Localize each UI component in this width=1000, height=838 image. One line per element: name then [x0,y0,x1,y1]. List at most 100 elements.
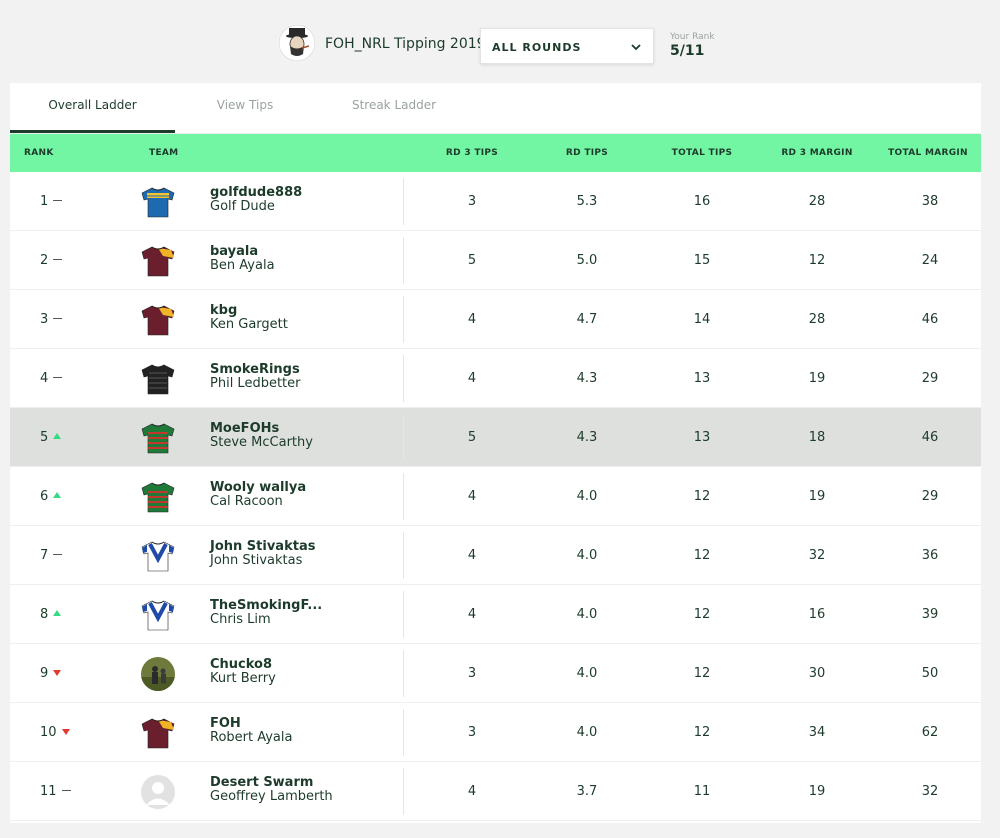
tipster-username[interactable]: SmokeRings [210,362,300,377]
tipster-name-block: MoeFOHs Steve McCarthy [210,422,313,450]
total-tips-cell: 12 [693,666,711,681]
tipster-username[interactable]: Wooly wallya [210,480,307,495]
rd3-margin-cell: 32 [808,548,826,563]
ladder-row[interactable]: 10 FOH Robert Ayala 3 4.0 12 34 62 [10,703,981,762]
tipster-name-block: Desert Swarm Geoffrey Lamberth [210,776,333,804]
your-rank-value: 5/11 [670,43,705,59]
tab-view-tips[interactable]: View Tips [216,98,274,112]
column-divider [403,473,404,520]
column-total-tips[interactable]: TOTAL TIPS [671,148,733,158]
team-jersey-icon [141,244,175,278]
rd-tips-cell: 3.7 [576,784,598,799]
ladder-row[interactable]: 6 Wooly wallya Cal Racoon 4 4.0 12 19 29 [10,467,981,526]
rank-number: 9 [40,666,49,681]
total-margin-cell: 24 [921,253,939,268]
total-tips-cell: 12 [693,489,711,504]
rank-cell: 11 [40,762,80,821]
rank-cell: 3 [40,290,80,349]
column-divider [403,591,404,638]
rank-unchanged-icon [53,377,63,378]
total-tips-cell: 14 [693,312,711,327]
top-header: FOH_NRL Tipping 2019 ALL ROUNDS Your Ran… [0,0,1000,80]
tipster-username[interactable]: FOH [210,716,241,731]
tipster-name-block: golfdude888 Golf Dude [210,186,302,214]
tipster-real-name: Ken Gargett [210,317,288,332]
rank-unchanged-icon [53,259,63,260]
total-margin-cell: 46 [921,430,939,445]
tipster-real-name: John Stivaktas [210,553,303,568]
rd-tips-cell: 4.0 [576,607,598,622]
total-margin-cell: 32 [921,784,939,799]
total-margin-cell: 36 [921,548,939,563]
rank-number: 5 [40,430,49,445]
rank-cell: 5 [40,408,80,467]
tipster-username[interactable]: MoeFOHs [210,421,280,436]
column-rd-tips[interactable]: RD TIPS [565,148,609,158]
competition-logo-icon [278,24,316,62]
column-divider [403,355,404,402]
column-rd3-margin[interactable]: RD 3 MARGIN [781,148,853,158]
competition-title: FOH_NRL Tipping 2019 [325,36,486,52]
column-total-margin[interactable]: TOTAL MARGIN [888,148,968,158]
round-select-dropdown[interactable]: ALL ROUNDS [480,28,654,64]
tipster-name-block: bayala Ben Ayala [210,245,275,273]
rank-cell: 4 [40,349,80,408]
ladder-row[interactable]: 9 Chucko8 Kurt Berry 3 4.0 12 30 50 [10,644,981,703]
team-jersey-icon [141,362,175,396]
rank-number: 7 [40,548,49,563]
chevron-down-icon [629,39,643,53]
rank-number: 11 [40,784,57,799]
tipster-real-name: Cal Racoon [210,494,283,509]
column-divider [403,709,404,756]
ladder-row[interactable]: 3 kbg Ken Gargett 4 4.7 14 28 46 [10,290,981,349]
rank-up-arrow-icon [53,432,62,439]
ladder-row[interactable]: 4 SmokeRings Phil Ledbetter 4 4.3 13 19 29 [10,349,981,408]
total-margin-cell: 38 [921,194,939,209]
tipster-name-block: kbg Ken Gargett [210,304,288,332]
total-tips-cell: 12 [693,548,711,563]
team-jersey-icon [141,421,175,455]
ladder-row[interactable]: 8 TheSmokingF... Chris Lim 4 4.0 12 16 39 [10,585,981,644]
rd-tips-cell: 4.3 [576,430,598,445]
tipster-username[interactable]: bayala [210,244,259,259]
tipster-real-name: Ben Ayala [210,258,275,273]
rd3-margin-cell: 30 [808,666,826,681]
total-margin-cell: 29 [921,371,939,386]
rank-cell: 9 [40,644,80,703]
ladder-row[interactable]: 11 Desert Swarm Geoffrey Lamberth 4 3.7 11 19 3… [10,762,981,821]
rank-number: 6 [40,489,49,504]
column-team[interactable]: TEAM [149,148,179,158]
tipster-username[interactable]: Desert Swarm [210,775,314,790]
total-tips-cell: 11 [693,784,711,799]
tipster-real-name: Geoffrey Lamberth [210,789,333,804]
ladder-row[interactable]: 5 MoeFOHs Steve McCarthy 5 4.3 13 18 46 [10,408,981,467]
tipster-username[interactable]: golfdude888 [210,185,303,200]
avatar [141,775,175,809]
tipster-real-name: Robert Ayala [210,730,293,745]
rd-tips-cell: 4.7 [576,312,598,327]
team-jersey-icon [141,716,175,750]
tipster-username[interactable]: Chucko8 [210,657,273,672]
column-rd3-tips[interactable]: RD 3 TIPS [445,148,499,158]
tipster-username[interactable]: John Stivaktas [210,539,316,554]
tab-streak-ladder[interactable]: Streak Ladder [351,98,437,112]
rd3-margin-cell: 19 [808,371,826,386]
rank-down-arrow-icon [53,669,62,676]
team-jersey-icon [141,598,175,632]
rd3-tips-cell: 4 [467,784,477,799]
rd-tips-cell: 4.0 [576,666,598,681]
rd3-tips-cell: 3 [467,194,477,209]
ladder-row[interactable]: 1 golfdude888 Golf Dude 3 5.3 16 28 38 [10,172,981,231]
tipster-username[interactable]: kbg [210,303,238,318]
avatar [141,657,175,691]
team-jersey-icon [141,185,175,219]
table-header: RANK TEAM RD 3 TIPS RD TIPS TOTAL TIPS R… [10,134,981,172]
tab-overall-ladder[interactable]: Overall Ladder [10,83,175,133]
ladder-row[interactable]: 7 John Stivaktas John Stivaktas 4 4.0 12 32 36 [10,526,981,585]
tipster-username[interactable]: TheSmokingF... [210,598,323,613]
rank-number: 8 [40,607,49,622]
rank-down-arrow-icon [61,728,70,735]
ladder-row[interactable]: 2 bayala Ben Ayala 5 5.0 15 12 24 [10,231,981,290]
rd3-margin-cell: 19 [808,489,826,504]
column-rank[interactable]: RANK [24,148,54,158]
